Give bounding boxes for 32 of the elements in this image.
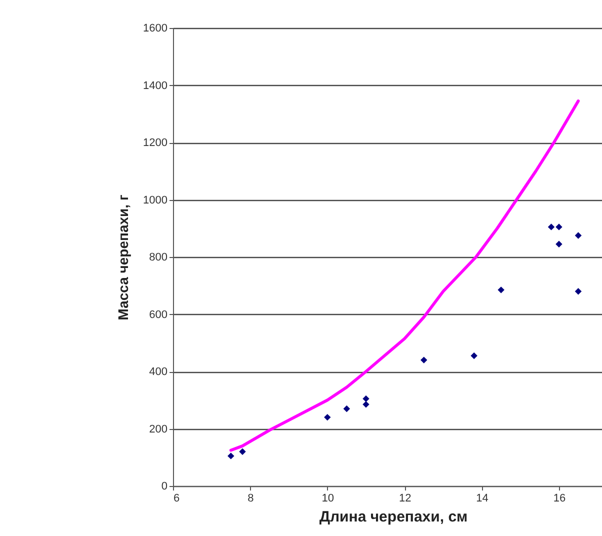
y-tick-label: 800 [149,252,168,264]
x-axis-title: Длина черепахи, см [319,508,468,526]
point [548,224,555,230]
point [362,401,370,408]
line-series [229,99,580,452]
x-tick-label: 8 [248,492,254,504]
point [324,414,331,421]
y-tick-label: 0 [161,480,168,492]
x-tick-label: 14 [476,492,488,504]
x-tick-label: 12 [398,492,412,504]
y-tick-label: 1000 [143,194,168,206]
x-tick-label: 16 [553,492,566,504]
point [239,448,246,456]
y-tick-label: 600 [149,308,168,321]
y-tick-label: 1600 [143,22,168,34]
point [498,286,504,294]
point [470,352,478,360]
point [574,232,582,239]
x-tick-label: 10 [322,492,334,504]
point [343,405,350,412]
point [574,288,582,295]
y-axis-title: Масса черепахи, г [115,194,132,320]
y-tick-label: 1400 [143,80,168,92]
point [362,395,370,402]
y-tick-label: 400 [149,366,168,378]
point [228,452,234,460]
point [556,224,562,230]
point [556,240,562,248]
y-tick-label: 1200 [143,137,168,149]
point [420,356,428,364]
y-tick-label: 200 [149,423,168,436]
x-tick-label: 6 [174,492,180,504]
